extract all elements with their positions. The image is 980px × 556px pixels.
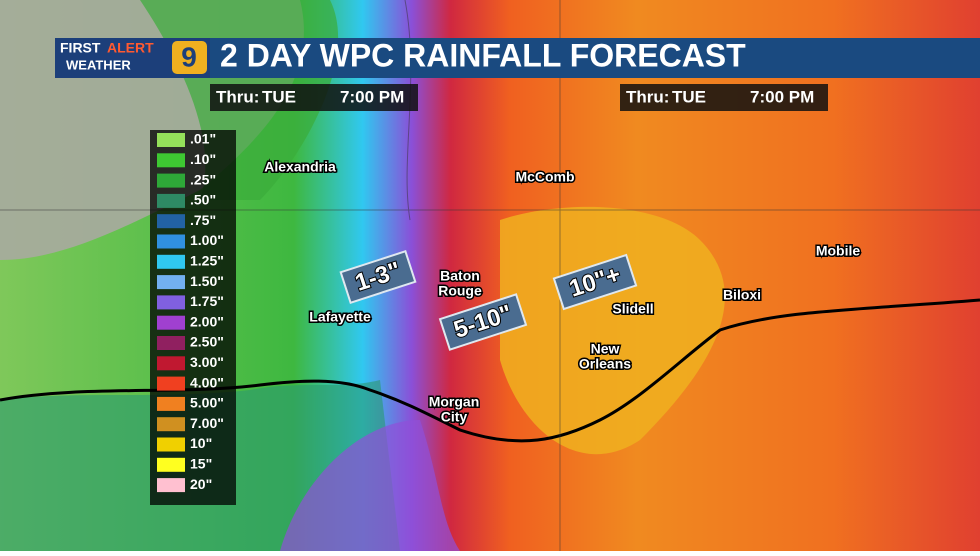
legend-swatch [157, 173, 185, 188]
legend-swatch [157, 133, 185, 147]
legend-label: 2.00" [190, 313, 224, 329]
callout-box [339, 250, 417, 304]
legend-label: .01" [190, 131, 216, 147]
legend-label: 20" [190, 476, 212, 492]
heavy-rain [500, 206, 725, 455]
legend-swatch [157, 356, 185, 371]
city-label: City [441, 409, 468, 425]
callout-box [438, 293, 528, 351]
city-label: Baton [440, 268, 480, 284]
legend-label: 15" [190, 456, 212, 472]
legend-swatch [157, 254, 185, 269]
legend-label: 3.00" [190, 354, 224, 370]
legend-swatch [157, 295, 185, 310]
legend-label: 4.00" [190, 374, 224, 390]
callout-box [552, 253, 638, 311]
city-label: Orleans [579, 356, 631, 372]
logo-text: FIRST [60, 40, 101, 56]
legend-swatch [157, 275, 185, 290]
time-value: 7:00 PM [340, 87, 404, 106]
legend-label: 1.75" [190, 293, 224, 309]
legend-label: .75" [190, 212, 216, 228]
city-label: Mobile [816, 243, 861, 259]
city-label: Morgan [429, 394, 480, 410]
gulf-purple [280, 420, 460, 551]
logo-text: ALERT [107, 40, 154, 56]
legend-swatch [157, 478, 185, 493]
legend-label: 10" [190, 435, 212, 451]
time-label: Thru: [626, 87, 669, 106]
city-label: Slidell [612, 301, 653, 317]
logo-text: WEATHER [66, 57, 131, 72]
legend-swatch [157, 315, 185, 330]
logo-badge [172, 41, 207, 74]
legend-label: 1.25" [190, 253, 224, 269]
legend-label: 7.00" [190, 415, 224, 431]
legend-swatch [157, 336, 185, 350]
city-label: Rouge [438, 283, 482, 299]
city-label: Alexandria [264, 159, 336, 175]
legend-swatch [157, 234, 185, 249]
city-label: McComb [515, 169, 574, 185]
time-day: TUE [672, 87, 706, 106]
legend-label: .10" [190, 151, 216, 167]
legend-label: 2.50" [190, 334, 224, 350]
city-label: Biloxi [723, 287, 761, 303]
city-label: New [591, 341, 620, 357]
time-box [620, 84, 828, 111]
legend-swatch [157, 153, 185, 168]
city-label: Lafayette [309, 309, 371, 325]
time-box [210, 84, 418, 111]
legend-swatch [157, 376, 185, 391]
legend-label: 5.00" [190, 395, 224, 411]
legend-swatch [157, 396, 185, 411]
logo-channel: 9 [181, 41, 197, 72]
title: 2 DAY WPC RAINFALL FORECAST [220, 37, 746, 73]
time-label: Thru: [216, 87, 259, 106]
legend-label: 1.50" [190, 273, 224, 289]
time-value: 7:00 PM [750, 87, 814, 106]
legend-swatch [157, 437, 185, 452]
legend-label: .25" [190, 171, 216, 187]
legend-swatch [157, 214, 185, 229]
legend-label: .50" [190, 192, 216, 208]
legend-swatch [157, 193, 185, 208]
legend-swatch [157, 417, 185, 432]
legend-label: 1.00" [190, 232, 224, 248]
time-day: TUE [262, 87, 296, 106]
legend-swatch [157, 457, 185, 472]
